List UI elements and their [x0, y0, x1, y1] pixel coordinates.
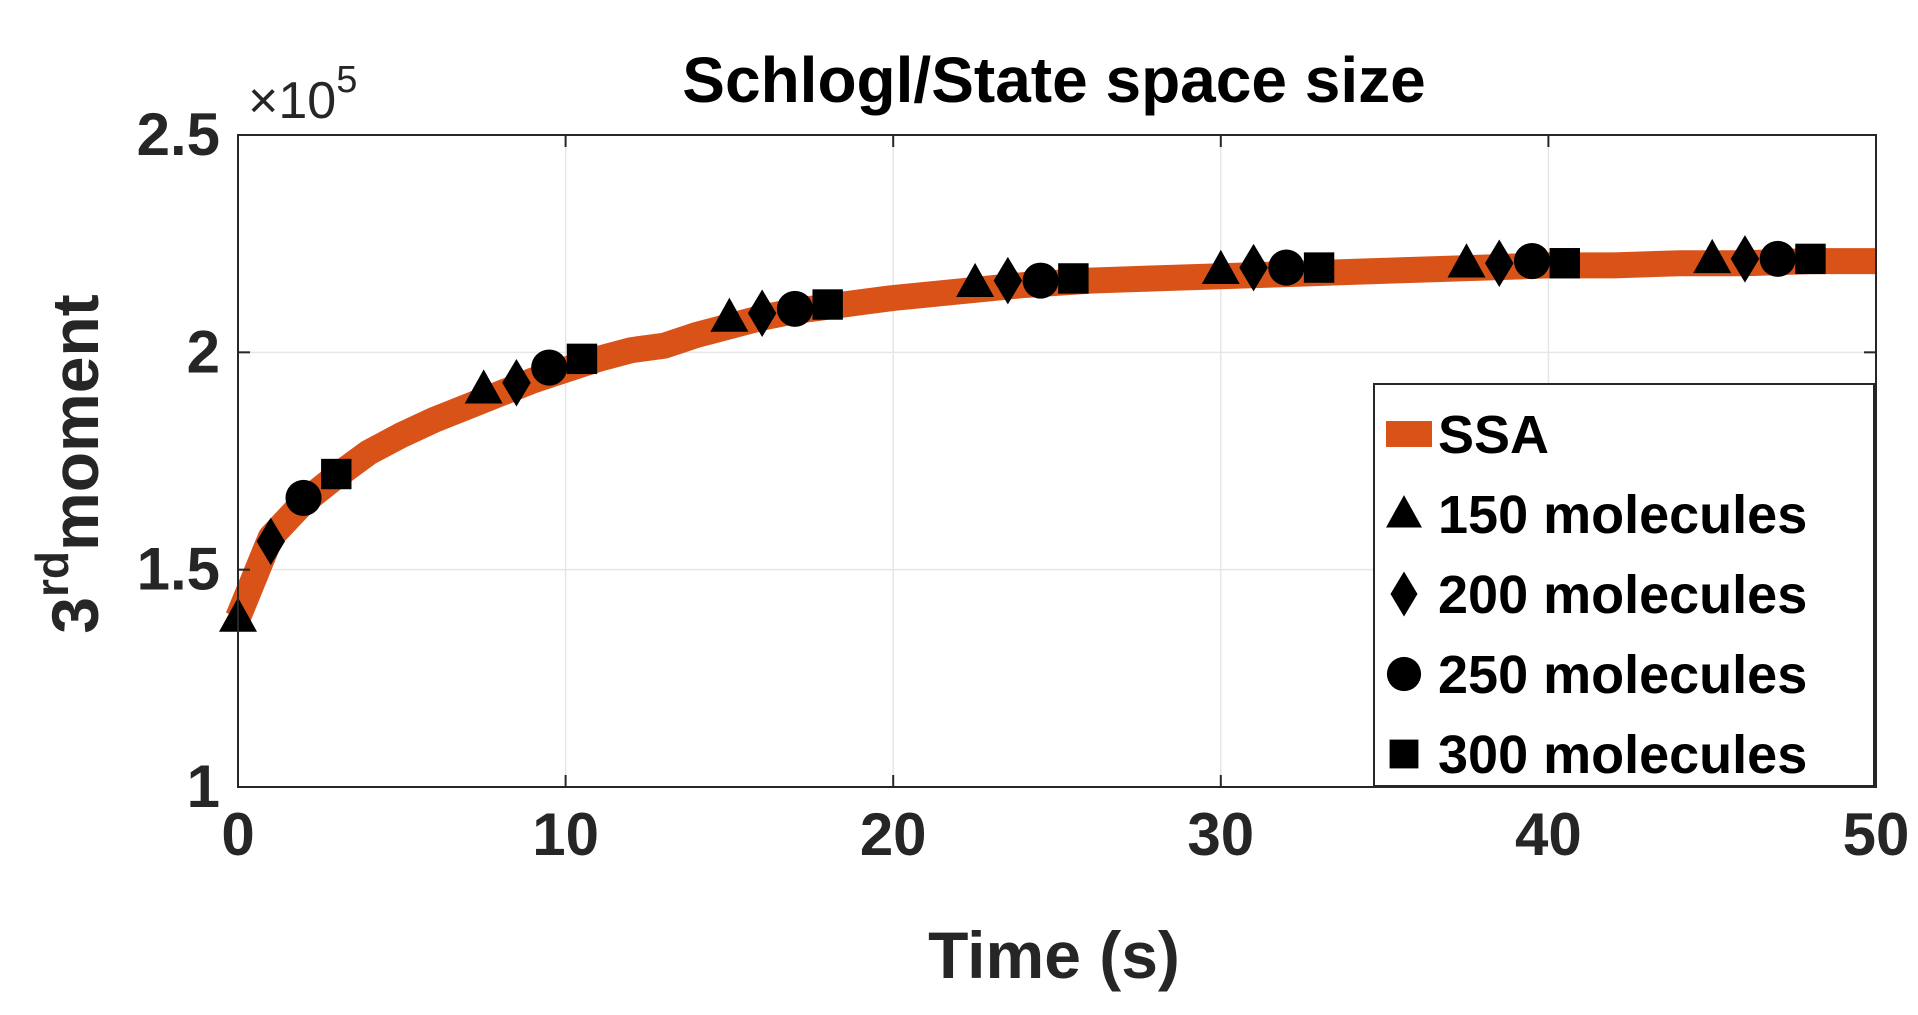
legend-label: 150 molecules [1438, 485, 1807, 545]
y-axis-multiplier-base: ×10 [248, 72, 336, 130]
x-tick-label: 0 [221, 801, 254, 868]
chart-title: Schlogl/State space size [682, 44, 1425, 116]
legend-label: 250 molecules [1438, 645, 1807, 705]
data-point-circle [285, 479, 322, 516]
data-point-diamond [1239, 243, 1268, 292]
legend-item-ssa: SSA [1386, 405, 1549, 465]
data-point-square [812, 289, 843, 320]
y-tick-label: 2 [187, 318, 220, 385]
data-point-triangle [1447, 243, 1486, 278]
plot-series [219, 235, 1876, 632]
data-point-square [1549, 248, 1580, 279]
data-point-diamond [256, 517, 286, 566]
y-axis-title-text: moment [38, 294, 112, 551]
y-tick-label: 1 [187, 753, 220, 820]
x-axis-title: Time (s) [928, 918, 1180, 992]
data-point-diamond [1485, 239, 1514, 287]
y-axis-multiplier-exponent: 5 [336, 59, 357, 101]
data-point-square [321, 458, 352, 490]
data-point-diamond [747, 289, 777, 337]
data-point-circle [1759, 240, 1796, 277]
legend-label: 300 molecules [1438, 725, 1807, 785]
data-point-triangle [1693, 238, 1732, 274]
data-point-square [1058, 263, 1089, 294]
data-point-circle [1513, 243, 1551, 280]
data-point-diamond [502, 359, 531, 407]
axis-ticks: 0 10 20 30 40 50 1 1.5 2 2.5 [137, 101, 1910, 868]
y-axis-title-prefix: 3 [38, 597, 112, 634]
x-tick-label: 40 [1515, 801, 1582, 868]
series-200-molecules [256, 235, 1760, 566]
y-tick-label: 1.5 [137, 536, 220, 603]
legend-item-200-molecules: 200 molecules [1390, 565, 1807, 625]
legend-swatch-diamond [1390, 571, 1418, 617]
data-point-triangle [464, 369, 503, 404]
legend-item-150-molecules: 150 molecules [1386, 485, 1807, 545]
data-point-circle [1022, 262, 1059, 299]
x-tick-label: 50 [1843, 801, 1910, 868]
data-point-triangle [1201, 249, 1240, 284]
data-point-diamond [1730, 235, 1760, 283]
y-axis-title-superscript: rd [26, 551, 78, 597]
legend-label: SSA [1438, 405, 1549, 465]
series-250-molecules [285, 240, 1796, 516]
legend-swatch-square [1389, 739, 1419, 769]
legend-item-300-molecules: 300 molecules [1389, 725, 1807, 785]
data-point-triangle [956, 262, 995, 298]
data-point-circle [1268, 249, 1305, 286]
y-axis-title: 3rdmoment [26, 294, 112, 633]
data-point-square [566, 343, 598, 375]
legend-item-250-molecules: 250 molecules [1386, 645, 1807, 705]
data-point-square [1795, 243, 1826, 275]
legend-box [1373, 383, 1875, 787]
axes-box [237, 134, 1877, 788]
x-tick-label: 30 [1187, 801, 1254, 868]
data-point-circle [776, 290, 813, 327]
data-point-diamond [993, 256, 1023, 305]
svg-text:3rdmoment: 3rdmoment [26, 294, 112, 633]
legend-label: 200 molecules [1438, 565, 1807, 625]
y-tick-label: 2.5 [137, 101, 220, 168]
series-300-molecules [321, 243, 1826, 490]
data-point-triangle [710, 297, 749, 332]
y-axis-multiplier: ×105 [248, 59, 357, 130]
x-tick-label: 10 [532, 801, 599, 868]
legend-swatch-triangle [1386, 495, 1422, 528]
legend: SSA 150 molecules 200 molecules 250 molecul… [1373, 383, 1875, 787]
x-tick-label: 20 [860, 801, 927, 868]
data-point-square [1303, 252, 1335, 283]
legend-swatch-circle [1386, 656, 1422, 692]
data-point-circle [531, 349, 568, 386]
